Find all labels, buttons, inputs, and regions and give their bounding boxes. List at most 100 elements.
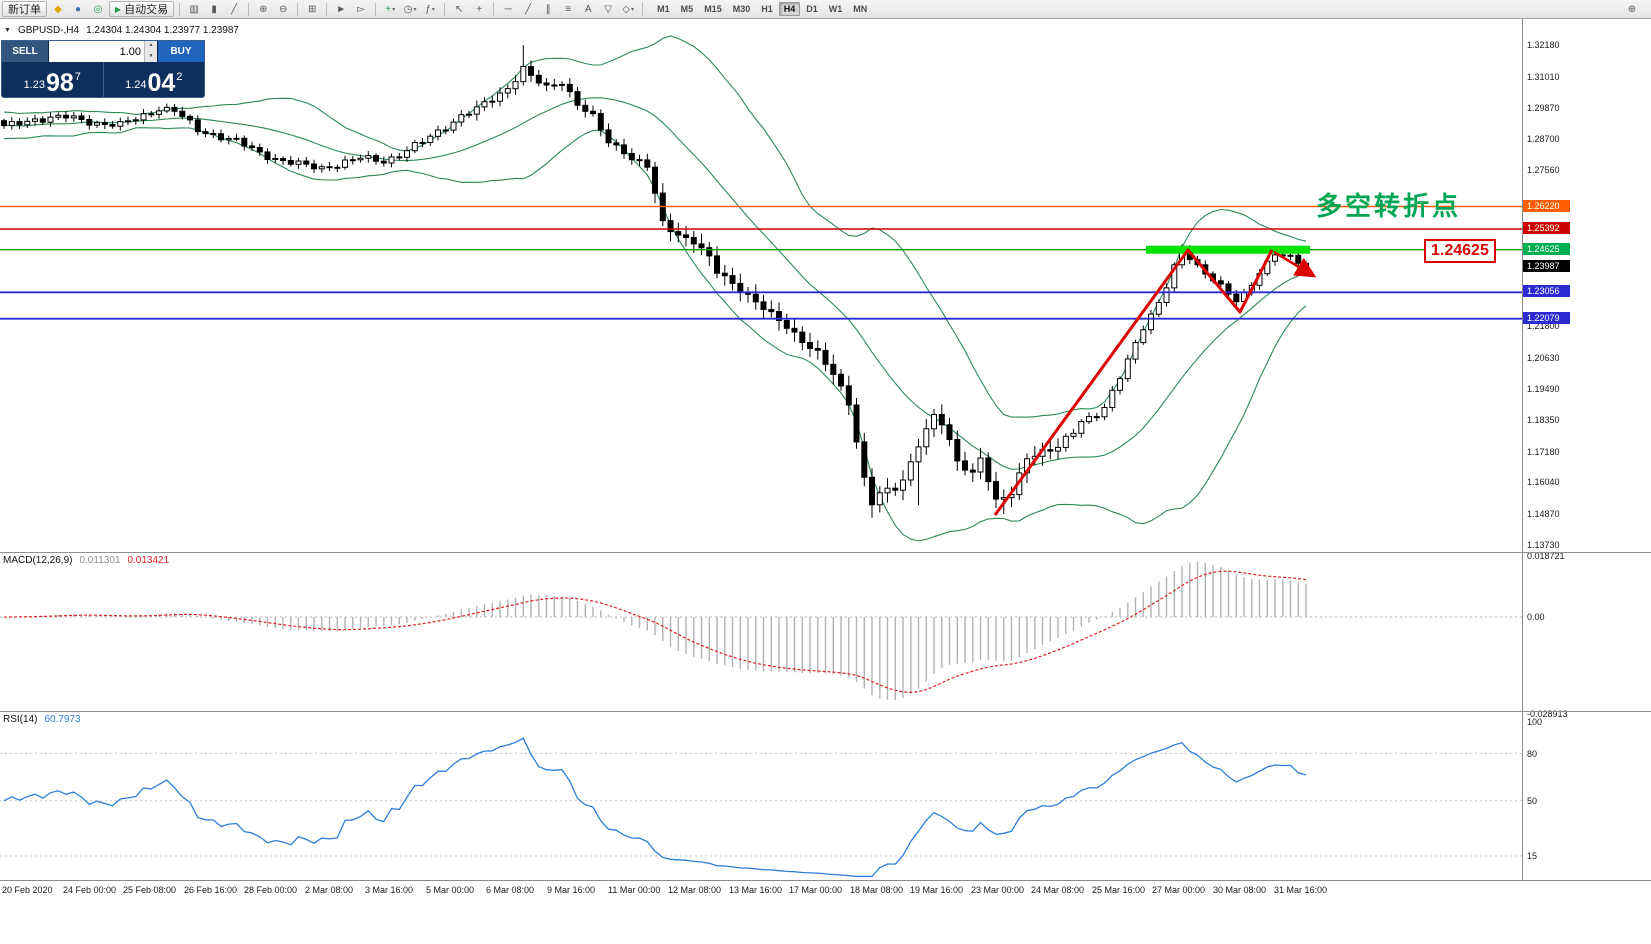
timeframe-m5-button[interactable]: M5: [680, 4, 694, 14]
chevron-down-icon[interactable]: ▼: [4, 27, 11, 34]
arrows-tool-icon-glyph: ▽: [604, 3, 612, 15]
toolbar-account-icons: ◆ ● ◎: [49, 2, 107, 17]
signals-icon-glyph: ◎: [93, 3, 103, 15]
shapes-tool-icon-glyph: ◇: [622, 3, 630, 15]
toolbar-right: ⊕: [1623, 2, 1649, 17]
timeframe-w1-button[interactable]: W1: [828, 4, 843, 14]
time-axis-label: 25 Feb 08:00: [123, 885, 177, 895]
volume-input[interactable]: [49, 41, 144, 62]
line-chart-icon-glyph: ╱: [231, 3, 238, 15]
timeframe-m15-button[interactable]: M15: [704, 4, 722, 14]
time-axis-label: 24 Feb 00:00: [63, 885, 117, 895]
resistance-highlight-bar[interactable]: [1146, 245, 1310, 254]
price-axis-label: 1.13730: [1527, 540, 1560, 550]
timeframe-d1-button[interactable]: D1: [806, 4, 818, 14]
signals-icon[interactable]: ◎: [89, 2, 107, 17]
price-callout: 1.24625: [1424, 239, 1496, 263]
sell-price[interactable]: 1.23 98 7: [2, 62, 103, 97]
bar-chart-icon[interactable]: ▥: [185, 2, 203, 17]
arrows-tool-icon[interactable]: ▽: [599, 2, 617, 17]
bollinger-bands: [3, 35, 1307, 542]
trend-drawing[interactable]: [993, 248, 1274, 516]
symbols-diamond-icon-glyph: ◆: [54, 3, 62, 15]
symbol-name: GBPUSD-,H4: [17, 25, 80, 36]
indicators-icon[interactable]: ƒ ▾: [421, 2, 439, 17]
pane-separator[interactable]: [0, 552, 1651, 553]
chevron-down-icon[interactable]: ▾: [431, 6, 435, 13]
periods-icon[interactable]: ◷ ▾: [401, 2, 419, 17]
price-level-tag: 1.22079: [1523, 312, 1570, 324]
hline-tool-icon[interactable]: ─: [499, 2, 517, 17]
new-chart-icon[interactable]: + ▾: [381, 2, 399, 17]
zoom-out-icon[interactable]: ⊖: [274, 2, 292, 17]
tile-windows-icon[interactable]: ⊞: [303, 2, 321, 17]
volume-stepper: ▲ ▼: [144, 41, 157, 62]
toolbar-separator: [375, 2, 377, 16]
profile-icon[interactable]: ●: [69, 2, 87, 17]
macd-axis-label: -0.028913: [1527, 709, 1568, 719]
symbols-diamond-icon[interactable]: ◆: [49, 2, 67, 17]
pane-separator[interactable]: [0, 711, 1651, 712]
price-axis[interactable]: 1.32180 1.31010 1.29870 1.28700 1.27560 1.218…: [1522, 19, 1651, 880]
trendline-tool-icon[interactable]: ╱: [519, 2, 537, 17]
toolbar-separator: [326, 2, 328, 16]
timeframe-m30-button[interactable]: M30: [732, 4, 751, 14]
price-axis-label: 1.16040: [1527, 477, 1560, 487]
fibonacci-tool-icon[interactable]: ≡: [559, 2, 577, 17]
trend-arrow[interactable]: [1273, 250, 1317, 278]
volume-down-icon[interactable]: ▼: [145, 51, 157, 62]
autotrade-button[interactable]: ▶ 自动交易: [109, 1, 175, 17]
macd-name: MACD(12,26,9): [3, 555, 73, 566]
hline-tool-icon-glyph: ─: [504, 3, 512, 15]
rsi-indicator-label: RSI(14) 60.7973: [3, 714, 81, 725]
chevron-down-icon[interactable]: ▾: [392, 6, 396, 13]
volume-up-icon[interactable]: ▲: [145, 41, 157, 52]
one-click-trade-panel: SELL ▲ ▼ BUY 1.23 98 7 1.24 04 2: [1, 40, 205, 98]
channel-tool-icon[interactable]: ∥: [539, 2, 557, 17]
timeframe-h1-button[interactable]: H1: [761, 4, 773, 14]
symbol-info[interactable]: ▼ GBPUSD-,H4 1.24304 1.24304 1.23977 1.2…: [4, 25, 239, 36]
candlestick-chart-icon[interactable]: ▮: [205, 2, 223, 17]
time-axis-label: 2 Mar 08:00: [305, 885, 354, 895]
crosshair-icon-glyph: +: [476, 3, 483, 15]
autoscroll-icon[interactable]: ►: [332, 2, 350, 17]
chevron-down-icon[interactable]: ▾: [413, 6, 417, 13]
price-axis-label: 1.14870: [1527, 509, 1560, 519]
toolbar-separator: [179, 2, 181, 16]
crosshair-icon[interactable]: +: [470, 2, 488, 17]
price-axis-label: 1.29870: [1527, 103, 1560, 113]
price-chart[interactable]: [0, 19, 1522, 552]
buy-button[interactable]: BUY: [157, 41, 204, 62]
trade-panel-prices: 1.23 98 7 1.24 04 2: [2, 62, 204, 97]
rsi-chart[interactable]: [0, 712, 1522, 879]
toolbar-separator: [248, 2, 250, 16]
zoom-in-icon[interactable]: ⊕: [254, 2, 272, 17]
buy-price[interactable]: 1.24 04 2: [104, 62, 205, 97]
timeframe-mn-button[interactable]: MN: [853, 4, 868, 14]
price-axis-label: 1.31010: [1527, 72, 1560, 82]
time-axis[interactable]: 20 Feb 2020 24 Feb 00:00 25 Feb 08:00 26 Fe…: [0, 880, 1651, 944]
cursor-icon[interactable]: ↖: [450, 2, 468, 17]
time-axis-label: 25 Mar 16:00: [1092, 885, 1146, 895]
rsi-pane[interactable]: RSI(14) 60.7973: [0, 712, 1522, 879]
rsi-axis-label: 100: [1527, 717, 1543, 727]
chevron-down-icon[interactable]: ▾: [631, 6, 635, 13]
text-tool-icon[interactable]: A: [579, 2, 597, 17]
chart-shift-icon[interactable]: ▻: [352, 2, 370, 17]
new-order-button[interactable]: 新订单: [2, 1, 47, 17]
line-chart-icon[interactable]: ╱: [225, 2, 243, 17]
macd-chart[interactable]: [0, 553, 1522, 711]
sell-price-big: 98: [45, 68, 74, 97]
shapes-tool-icon[interactable]: ◇ ▾: [619, 2, 637, 17]
price-axis-label: 1.27560: [1527, 165, 1560, 175]
time-axis-label: 30 Mar 08:00: [1213, 885, 1267, 895]
rsi-name: RSI(14): [3, 714, 38, 725]
macd-pane[interactable]: MACD(12,26,9) 0.011301 0.013421: [0, 553, 1522, 711]
time-axis-label: 17 Mar 00:00: [789, 885, 843, 895]
sell-button[interactable]: SELL: [2, 41, 49, 62]
magnifier-icon[interactable]: ⊕: [1623, 2, 1641, 17]
periods-icon-glyph: ◷: [403, 3, 413, 15]
timeframe-h4-button[interactable]: H4: [778, 2, 801, 16]
timeframe-m1-button[interactable]: M1: [657, 4, 670, 14]
main-chart-pane[interactable]: [0, 19, 1522, 552]
